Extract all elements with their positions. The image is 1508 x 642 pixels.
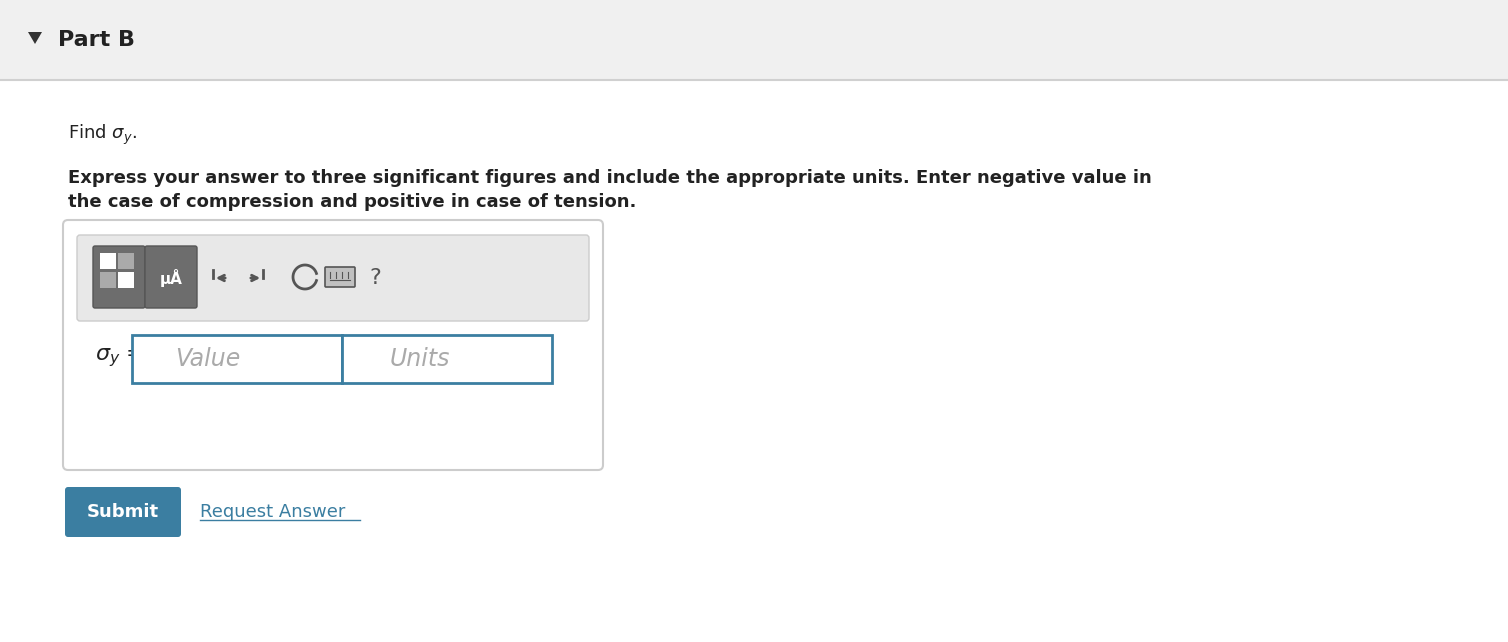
Polygon shape	[29, 32, 42, 44]
Text: μÅ: μÅ	[160, 269, 182, 287]
Bar	[100, 253, 116, 269]
Text: Value: Value	[175, 347, 240, 371]
Text: Part B: Part B	[57, 30, 136, 50]
FancyBboxPatch shape	[342, 335, 552, 383]
Text: Find $\sigma_y$.: Find $\sigma_y$.	[68, 123, 137, 147]
FancyBboxPatch shape	[65, 487, 181, 537]
Text: Request Answer: Request Answer	[201, 503, 345, 521]
FancyBboxPatch shape	[133, 335, 342, 383]
FancyBboxPatch shape	[0, 0, 1508, 80]
Bar	[118, 253, 134, 269]
Text: Units: Units	[391, 347, 451, 371]
Bar	[118, 272, 134, 288]
FancyBboxPatch shape	[145, 246, 198, 308]
FancyBboxPatch shape	[326, 267, 354, 287]
Text: $\sigma_y$ =: $\sigma_y$ =	[95, 347, 145, 369]
FancyBboxPatch shape	[93, 246, 145, 308]
Text: Express your answer to three significant figures and include the appropriate uni: Express your answer to three significant…	[68, 169, 1152, 187]
FancyBboxPatch shape	[63, 220, 603, 470]
FancyBboxPatch shape	[77, 235, 590, 321]
Text: Submit: Submit	[87, 503, 158, 521]
Bar	[100, 272, 116, 288]
Text: the case of compression and positive in case of tension.: the case of compression and positive in …	[68, 193, 636, 211]
Text: ?: ?	[369, 268, 382, 288]
